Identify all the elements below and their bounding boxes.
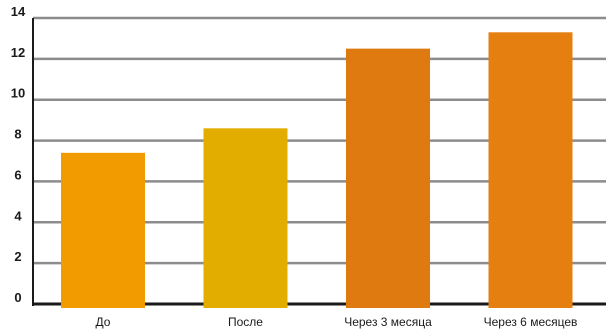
y-tick-label: 10 xyxy=(11,86,25,101)
y-tick-labels: 0 2 4 6 8 10 12 14 xyxy=(11,4,26,305)
y-tick-label: 2 xyxy=(14,249,21,264)
bars xyxy=(61,32,573,309)
y-tick-label: 0 xyxy=(14,290,21,305)
y-tick-label: 12 xyxy=(11,45,25,60)
x-tick-label: После xyxy=(228,315,263,329)
y-tick-label: 14 xyxy=(11,4,26,19)
bar-2 xyxy=(203,128,288,308)
bar-1 xyxy=(61,152,145,308)
x-tick-label: Через 6 месяцев xyxy=(484,315,578,329)
y-tick-label: 8 xyxy=(14,127,21,142)
x-tick-labels: До После Через 3 месяца Через 6 месяцев xyxy=(96,315,578,329)
x-tick-label: До xyxy=(96,315,111,329)
y-tick-label: 6 xyxy=(14,167,21,182)
bar-3 xyxy=(346,48,430,309)
x-tick-label: Через 3 месяца xyxy=(344,315,432,329)
y-tick-label: 4 xyxy=(14,208,22,223)
bar-4 xyxy=(488,32,573,309)
